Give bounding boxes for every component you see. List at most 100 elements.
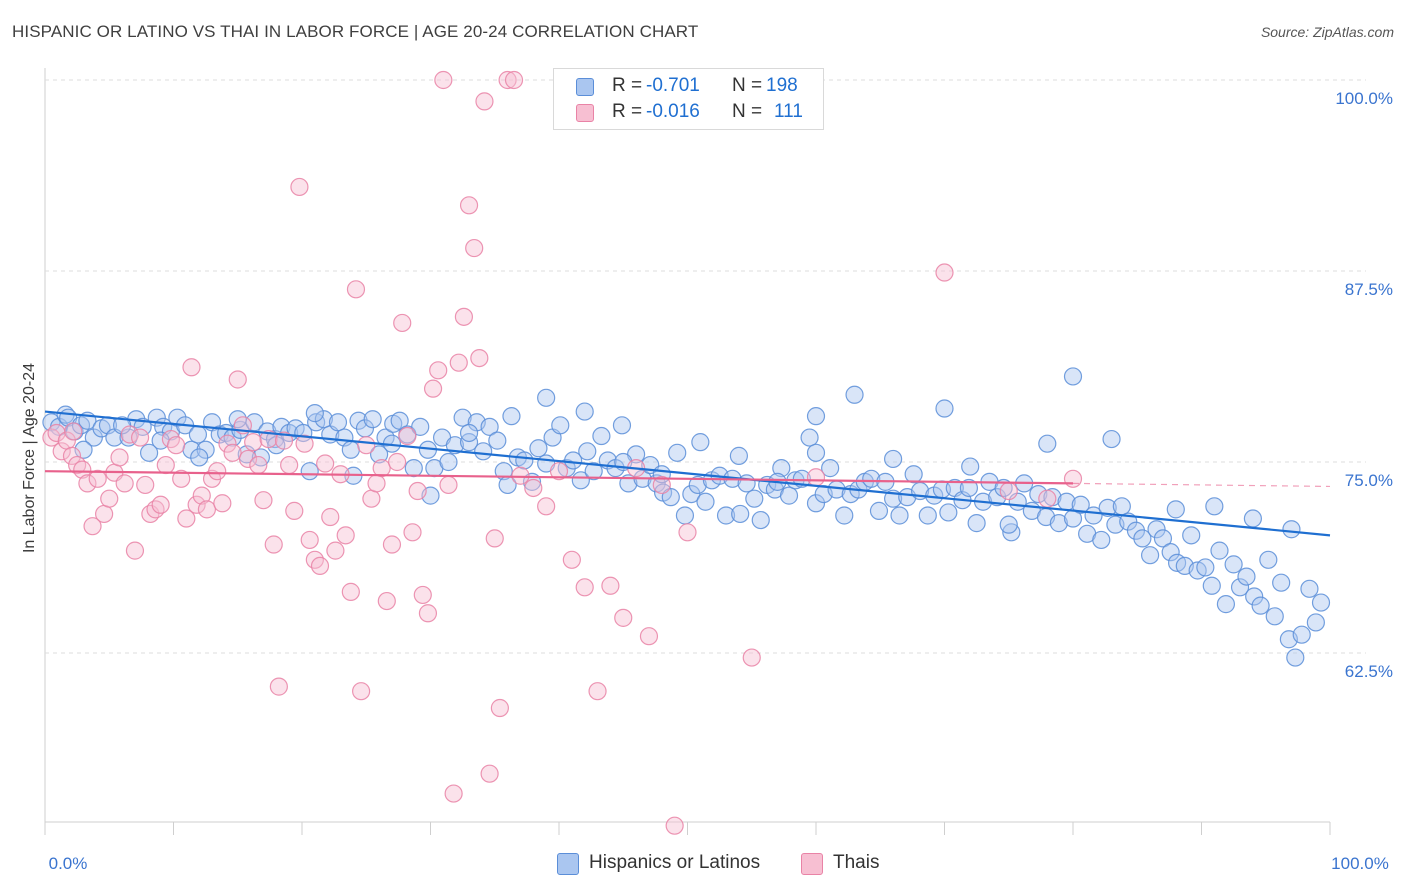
hispanic-data-point	[529, 439, 548, 458]
thai-data-point	[244, 433, 263, 452]
hispanic-data-point	[1230, 578, 1250, 597]
hispanic-data-point	[1224, 555, 1243, 574]
thai-data-point	[208, 462, 227, 481]
thai-data-point	[172, 469, 191, 488]
y-tick-label: 100.0%	[1335, 89, 1393, 108]
thai-data-point	[935, 263, 954, 282]
hispanic-data-point	[1245, 587, 1264, 606]
legend-r-value: -0.016	[646, 101, 700, 122]
hispanic-data-point	[918, 506, 937, 525]
thai-data-point	[177, 509, 196, 528]
hispanic-data-point	[84, 428, 103, 447]
hispanic-data-point	[1112, 497, 1131, 516]
hispanic-data-point	[688, 475, 707, 495]
thai-data-point	[295, 434, 314, 453]
thai-data-point	[264, 535, 283, 554]
hispanic-data-point	[988, 488, 1007, 507]
thai-data-point	[403, 523, 422, 542]
thai-data-point	[336, 526, 355, 545]
hispanic-data-point	[1292, 625, 1311, 644]
thai-data-point	[393, 313, 412, 333]
thai-data-point	[151, 495, 170, 514]
legend-n-value: 111	[774, 101, 803, 122]
y-tick-label: 75.0%	[1345, 471, 1393, 490]
hispanic-data-point	[1243, 509, 1263, 528]
y-tick-label: 87.5%	[1345, 280, 1393, 299]
thai-data-point	[300, 530, 319, 550]
thai-data-point	[218, 434, 237, 453]
hispanic-data-point	[800, 428, 819, 447]
hispanic-data-point	[1282, 520, 1301, 539]
thai-data-point	[83, 517, 102, 536]
thai-data-point	[192, 486, 211, 505]
thai-data-point	[274, 431, 294, 450]
thai-data-point	[429, 361, 448, 380]
hispanic-data-point	[488, 431, 507, 450]
hispanic-data-point	[1126, 521, 1146, 540]
hispanic-data-point	[390, 411, 409, 430]
hispanic-data-point	[1038, 434, 1057, 453]
thai-data-point	[444, 784, 463, 803]
thai-data-point	[639, 627, 659, 646]
legend-r-label: R =	[612, 75, 643, 96]
hispanic-data-point	[821, 459, 840, 478]
hispanic-data-point	[737, 474, 756, 493]
thai-data-point	[575, 578, 594, 597]
hispanic-data-point	[939, 503, 958, 522]
thai-data-point	[316, 454, 335, 473]
hispanic-data-point	[1153, 529, 1173, 548]
bottom-legend-swatch-thais	[801, 853, 823, 875]
thai-data-point	[413, 585, 432, 605]
hispanic-data-point	[661, 488, 680, 507]
hispanic-data-point	[1202, 576, 1221, 595]
legend-n-label: N =	[732, 101, 763, 122]
thai-data-point	[136, 475, 155, 495]
hispanic-data-point	[439, 452, 458, 472]
hispanic-data-point	[806, 494, 826, 513]
hispanic-data-point	[190, 448, 209, 467]
thai-data-point	[156, 455, 175, 475]
thai-data-point	[130, 428, 150, 447]
thai-data-point	[614, 608, 633, 627]
hispanic-trend-line	[44, 410, 1331, 537]
thai-data-point	[110, 448, 129, 467]
thai-data-point	[259, 429, 278, 449]
thai-data-point	[470, 348, 489, 368]
thai-data-point	[588, 682, 607, 701]
y-axis-label: In Labor Force | Age 20-24	[21, 362, 38, 554]
hispanic-data-point	[1133, 529, 1152, 548]
hispanic-data-point	[112, 416, 132, 435]
thai-data-point	[64, 422, 83, 441]
thai-data-point	[310, 556, 330, 576]
hispanic-data-point	[883, 449, 903, 469]
legend-n-label: N =	[732, 75, 763, 96]
thai-data-point	[357, 436, 376, 455]
hispanic-data-point	[168, 408, 187, 427]
thai-data-point	[999, 481, 1018, 501]
thai-data-point	[223, 443, 242, 462]
thai-data-point	[367, 474, 386, 493]
thai-data-point	[434, 70, 453, 90]
thai-data-point	[454, 307, 474, 326]
hispanic-data-point	[139, 443, 159, 462]
hispanic-data-point	[1161, 543, 1180, 562]
hispanic-data-point	[196, 440, 215, 459]
thai-data-point	[423, 379, 443, 398]
hispanic-data-point	[751, 510, 770, 530]
thai-data-point	[125, 541, 145, 560]
hispanic-data-point	[1216, 595, 1236, 614]
bottom-legend-label-hispanics: Hispanics or Latinos	[589, 852, 761, 873]
hispanic-data-point	[1092, 530, 1111, 550]
hispanic-data-point	[459, 423, 479, 443]
thai-data-point	[806, 468, 826, 487]
hispanic-data-point	[459, 433, 479, 452]
hispanic-data-point	[578, 442, 597, 461]
hispanic-data-point	[474, 442, 493, 461]
hispanic-data-point	[1306, 613, 1325, 632]
thai-data-point	[346, 280, 366, 299]
hispanic-data-point	[961, 457, 980, 476]
hispanic-data-point	[716, 506, 736, 525]
hispanic-data-point	[845, 385, 864, 404]
